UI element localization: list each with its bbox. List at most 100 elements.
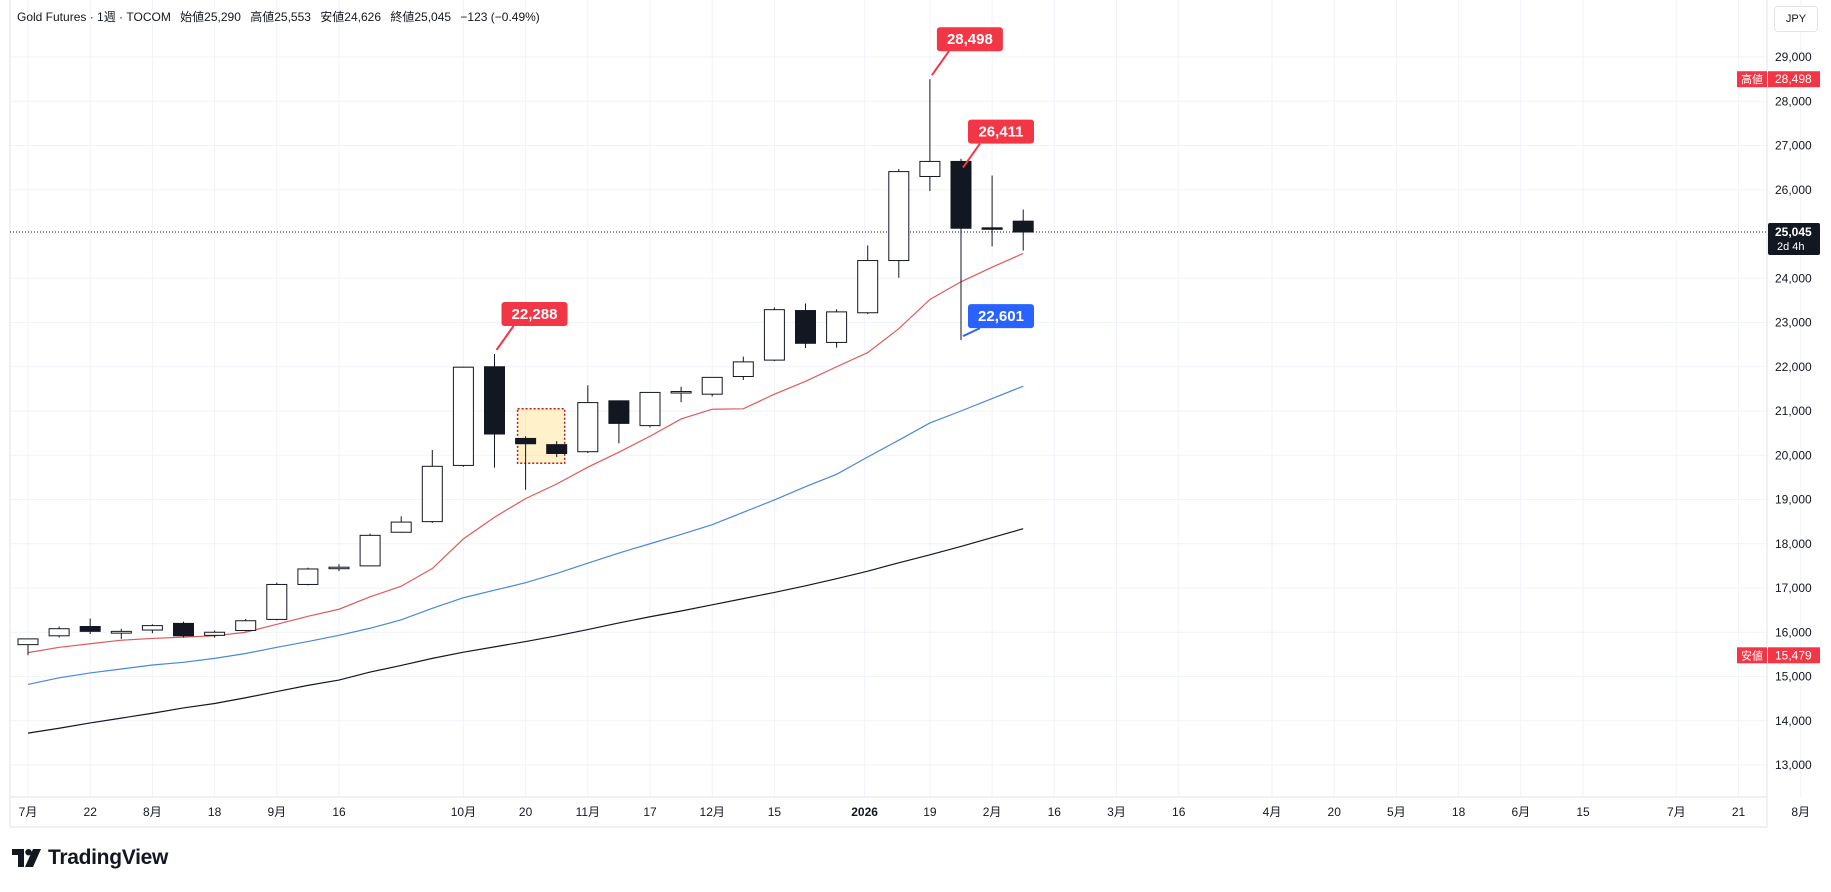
candle[interactable] xyxy=(390,516,412,533)
candle[interactable] xyxy=(48,626,70,638)
price-tick-label: 19,000 xyxy=(1775,493,1812,507)
time-tick-label: 20 xyxy=(519,805,533,819)
price-callout[interactable]: 22,601 xyxy=(962,304,1034,338)
callout-box xyxy=(936,27,1003,52)
candle[interactable] xyxy=(763,307,785,361)
candle[interactable] xyxy=(701,376,723,397)
candle-body-up xyxy=(17,638,39,646)
last-price-value: 25,045 xyxy=(1775,225,1812,239)
time-tick-label: 11月 xyxy=(576,805,600,819)
price-callout[interactable]: 28,498 xyxy=(931,27,1003,76)
candle-body-up xyxy=(235,620,257,631)
candle[interactable] xyxy=(1012,209,1034,251)
price-tick-label: 20,000 xyxy=(1775,448,1812,462)
candle[interactable] xyxy=(266,582,288,621)
candle[interactable] xyxy=(421,449,443,523)
candle-body-up xyxy=(297,568,319,585)
price-tick-label: 22,000 xyxy=(1775,360,1812,374)
candle-body-up xyxy=(919,160,941,177)
time-tick-label: 18 xyxy=(208,805,222,819)
candle-body-up xyxy=(732,361,754,377)
price-callout[interactable]: 22,288 xyxy=(495,302,568,351)
candle[interactable] xyxy=(328,564,350,572)
low-label: 安値 xyxy=(320,10,345,24)
candle[interactable] xyxy=(297,567,319,586)
high-badge: 高値 28,498 xyxy=(1737,71,1820,88)
candle-body-up xyxy=(359,534,381,567)
currency-button[interactable]: JPY xyxy=(1774,6,1818,32)
time-tick-label: 16 xyxy=(1172,805,1186,819)
time-tick-label: 3月 xyxy=(1107,805,1126,819)
moving-average-line-1[interactable] xyxy=(27,252,1024,654)
time-tick-label: 8月 xyxy=(143,805,162,819)
candle[interactable] xyxy=(950,158,972,341)
candle-body-up xyxy=(266,583,288,620)
time-tick-label: 10月 xyxy=(451,805,476,819)
highlight-box[interactable] xyxy=(516,408,566,464)
candle[interactable] xyxy=(639,391,661,428)
symbol-title[interactable]: Gold Futures · 1週 · TOCOM xyxy=(17,10,171,24)
candle[interactable] xyxy=(732,356,754,381)
time-tick-label: 17 xyxy=(643,805,657,819)
callout-pointer xyxy=(495,325,515,351)
candle-body-down xyxy=(546,444,568,454)
candle[interactable] xyxy=(857,245,879,315)
candle[interactable] xyxy=(204,630,226,638)
price-tick-label: 13,000 xyxy=(1775,758,1812,772)
candle[interactable] xyxy=(235,618,257,632)
open-label: 始値 xyxy=(180,10,205,24)
candle[interactable] xyxy=(608,400,630,444)
candle[interactable] xyxy=(141,624,163,634)
candles xyxy=(17,79,1034,656)
moving-average-line-2[interactable] xyxy=(27,385,1024,686)
last-price-box xyxy=(1768,223,1820,256)
candle[interactable] xyxy=(546,441,568,458)
moving-average-line-3[interactable] xyxy=(27,528,1024,734)
candle-body-up xyxy=(390,521,412,533)
candle[interactable] xyxy=(981,175,1003,247)
candle[interactable] xyxy=(515,436,537,490)
callout-box xyxy=(501,302,568,327)
candle-body-down xyxy=(950,160,972,229)
close-label: 終値 xyxy=(390,10,415,24)
candle[interactable] xyxy=(577,385,599,454)
grid xyxy=(10,0,1802,797)
candle-body-down xyxy=(1012,220,1034,233)
candle[interactable] xyxy=(888,168,910,278)
candle[interactable] xyxy=(359,533,381,567)
candle-body-up xyxy=(110,630,132,634)
candle[interactable] xyxy=(919,79,941,192)
candle[interactable] xyxy=(452,366,474,467)
change-value: −123 (−0.49%) xyxy=(460,10,540,24)
high-badge-value-box xyxy=(1768,71,1820,88)
candle[interactable] xyxy=(173,621,194,638)
time-tick-label: 8月 xyxy=(1791,805,1810,819)
price-tick-label: 28,000 xyxy=(1775,94,1812,108)
time-tick-label: 12月 xyxy=(700,805,725,819)
callout-box xyxy=(968,304,1034,329)
high-badge-value: 28,498 xyxy=(1775,72,1812,86)
candle[interactable] xyxy=(110,628,132,639)
tradingview-logo[interactable]: TradingView xyxy=(12,846,168,870)
candle[interactable] xyxy=(79,618,101,635)
last-price-label: 25,045 2d 4h xyxy=(1768,223,1820,256)
price-callout[interactable]: 26,411 xyxy=(962,119,1034,169)
candle[interactable] xyxy=(826,309,848,348)
candle[interactable] xyxy=(670,386,692,403)
price-tick-label: 27,000 xyxy=(1775,139,1812,153)
time-tick-label: 18 xyxy=(1452,805,1466,819)
candle[interactable] xyxy=(795,303,816,349)
candle[interactable] xyxy=(484,354,505,468)
time-tick-label: 6月 xyxy=(1511,805,1530,819)
price-tick-label: 29,000 xyxy=(1775,50,1812,64)
candle-body-up xyxy=(328,566,350,570)
low-badge: 安値 15,479 xyxy=(1737,647,1820,664)
candle-body-up xyxy=(826,311,848,343)
candle[interactable] xyxy=(17,638,39,656)
callout-pointer xyxy=(962,327,981,338)
high-label: 高値 xyxy=(250,10,275,24)
candle-body-up xyxy=(48,628,70,637)
time-tick-label: 2026 xyxy=(851,805,878,819)
